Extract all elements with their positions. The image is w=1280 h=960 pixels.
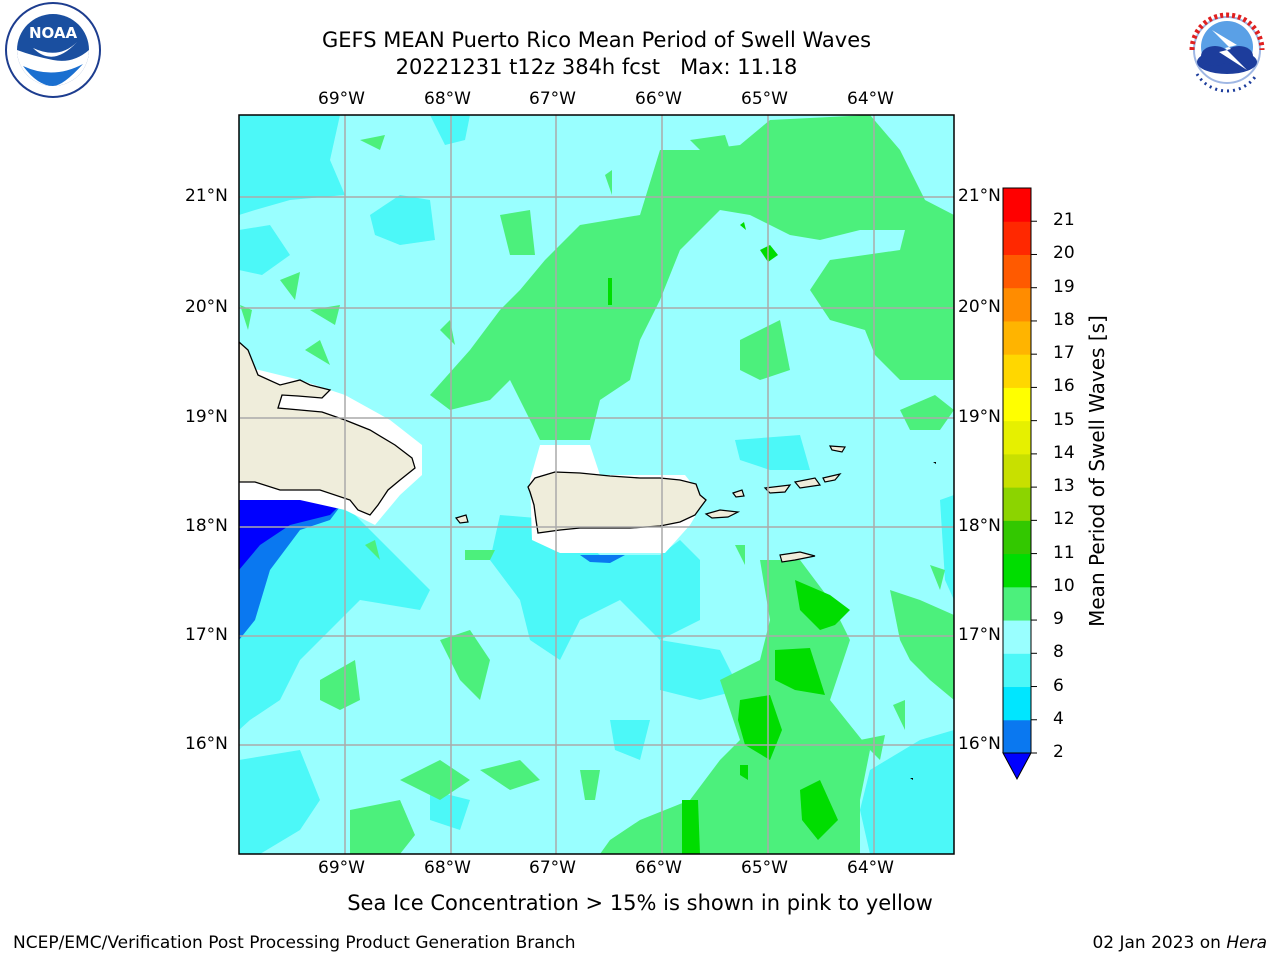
field-6-8s	[239, 115, 954, 854]
lat-label-right: 18°N	[958, 516, 1001, 536]
colorbar-segment	[1003, 354, 1031, 388]
anegada-island	[828, 445, 847, 453]
max-value: Max: 11.18	[680, 55, 798, 79]
vieques-island	[704, 509, 741, 519]
colorbar-segment	[1003, 620, 1031, 654]
mona-island	[454, 514, 469, 524]
lat-label-right: 17°N	[958, 625, 1001, 645]
colorbar-title: Mean Period of Swell Waves [s]	[1085, 315, 1109, 627]
colorbar-frame	[1002, 187, 1032, 753]
lon-label-top: 67°W	[529, 89, 576, 109]
colorbar-segment	[1003, 586, 1031, 621]
st-john-island	[793, 477, 822, 489]
lon-label-bottom: 64°W	[847, 858, 894, 878]
lon-label-top: 69°W	[318, 89, 365, 109]
colorbar-extend-arrow	[1002, 752, 1032, 781]
colorbar-tick-label: 19	[1053, 276, 1075, 297]
colorbar-tick-label: 2	[1053, 742, 1064, 762]
colorbar-tick-label: 6	[1053, 675, 1064, 696]
colorbar-segment	[1003, 520, 1031, 555]
colorbar-segment	[1003, 487, 1031, 521]
footer-date: 02 Jan 2023 on Hera	[1092, 933, 1267, 953]
culebra-island	[732, 489, 745, 498]
colorbar-segment	[1003, 287, 1031, 322]
field-10-11s	[608, 222, 850, 854]
colorbar-segment	[1003, 453, 1031, 488]
colorbar-tick-label: 20	[1053, 243, 1075, 264]
colorbar-tick-label: 17	[1053, 343, 1075, 364]
lon-label-bottom: 65°W	[741, 858, 788, 878]
colorbar-segment	[1003, 387, 1031, 422]
colorbar-segment	[1003, 420, 1031, 455]
lon-label-top: 68°W	[424, 89, 471, 109]
footer-machine: Hera	[1226, 933, 1267, 953]
map-frame	[238, 114, 955, 855]
title-line-1: GEFS MEAN Puerto Rico Mean Period of Swe…	[321, 28, 872, 52]
colorbar	[1002, 187, 1037, 781]
colorbar-tick-label: 14	[1053, 442, 1075, 463]
colorbar-tick-label: 13	[1053, 476, 1075, 497]
colorbar-tick-label: 10	[1053, 575, 1075, 596]
lon-label-bottom: 67°W	[529, 858, 576, 878]
lon-label-top: 64°W	[847, 89, 894, 109]
lon-label-top: 66°W	[635, 89, 682, 109]
footer-date-text: 02 Jan 2023 on	[1092, 933, 1221, 953]
colorbar-tick-label: 11	[1053, 542, 1075, 563]
graticule	[239, 115, 954, 854]
swell-period-field	[239, 115, 954, 854]
colorbar-tick-label: 21	[1053, 210, 1075, 231]
lat-label-left: 20°N	[185, 297, 228, 317]
field-2-4s-south-pr	[580, 555, 625, 563]
virgin-gorda-island	[822, 473, 842, 483]
colorbar-tick-label: 15	[1053, 409, 1075, 430]
field-below-2s	[239, 500, 345, 570]
lon-label-top: 65°W	[741, 89, 788, 109]
lon-label-bottom: 66°W	[635, 858, 682, 878]
noaa-logo-text: NOAA	[29, 24, 78, 42]
colorbar-segment	[1003, 719, 1031, 754]
lat-label-left: 21°N	[185, 186, 228, 206]
map-title: GEFS MEAN Puerto Rico Mean Period of Swe…	[0, 27, 1193, 53]
colorbar-segment	[1003, 188, 1031, 222]
colorbar-tick-label: 18	[1053, 309, 1075, 330]
sea-ice-note: Sea Ice Concentration > 15% is shown in …	[347, 891, 933, 915]
islet-2	[910, 778, 913, 780]
colorbar-tick-label: 4	[1053, 708, 1064, 729]
lat-label-right: 19°N	[958, 407, 1001, 427]
colorbar-tick-label: 8	[1053, 642, 1064, 663]
colorbar-segment	[1003, 686, 1031, 721]
colorbar-tick-label: 9	[1053, 609, 1064, 630]
lat-label-right: 21°N	[958, 186, 1001, 206]
lat-label-left: 19°N	[185, 407, 228, 427]
colorbar-tick-label: 12	[1053, 509, 1075, 530]
lat-label-left: 18°N	[185, 516, 228, 536]
colorbar-segment	[1003, 254, 1031, 289]
lon-label-bottom: 68°W	[424, 858, 471, 878]
footer-org: NCEP/EMC/Verification Post Processing Pr…	[13, 933, 576, 953]
islet-1	[933, 462, 936, 464]
colorbar-tick-label: 16	[1053, 376, 1075, 397]
hispaniola-land	[239, 341, 416, 516]
nws-logo	[1180, 3, 1274, 97]
colorbar-segment	[1003, 653, 1031, 688]
colorbar-segment	[1003, 320, 1031, 355]
colorbar-segment	[1003, 553, 1031, 588]
st-croix-island	[779, 551, 816, 563]
lat-label-left: 17°N	[185, 625, 228, 645]
colorbar-segment	[1003, 221, 1031, 255]
lat-label-left: 16°N	[185, 734, 228, 754]
lon-label-bottom: 69°W	[318, 858, 365, 878]
forecast-time: 20221231 t12z 384h fcst	[395, 55, 661, 79]
lat-label-right: 20°N	[958, 297, 1001, 317]
noaa-logo: NOAA	[5, 2, 101, 98]
lat-label-right: 16°N	[958, 734, 1001, 754]
map-subtitle: 20221231 t12z 384h fcst Max: 11.18	[0, 54, 1193, 80]
